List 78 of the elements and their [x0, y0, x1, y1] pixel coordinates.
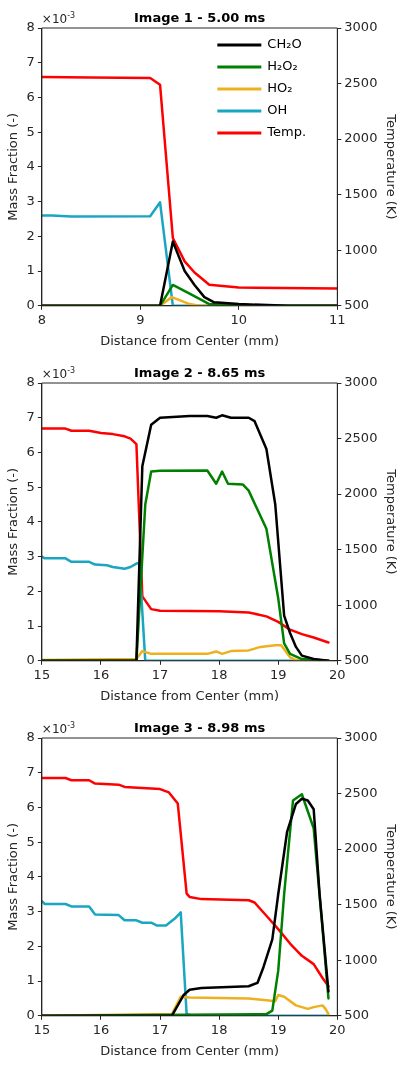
x-tick-label: 8 — [37, 311, 47, 327]
y2-tick-label: 1000 — [344, 951, 378, 967]
y2-axis-title: Temperature (K) — [383, 113, 399, 220]
y2-tick-label: 1500 — [344, 896, 378, 912]
y-tick-label: 1 — [26, 617, 35, 633]
x-tick-label: 18 — [210, 1021, 228, 1037]
x-tick-label: 16 — [92, 1021, 110, 1037]
y-tick-label: 2 — [26, 937, 35, 953]
y-tick-label: 6 — [26, 88, 35, 104]
x-tick-label: 20 — [329, 666, 346, 682]
y-tick-label: 0 — [26, 297, 35, 313]
x-axis-title: Distance from Center (mm) — [100, 687, 279, 703]
y2-tick-label: 1000 — [344, 241, 378, 257]
y2-tick-label: 1000 — [344, 596, 378, 612]
y2-tick-label: 2500 — [344, 429, 378, 445]
x-tick-label: 20 — [329, 1021, 346, 1037]
y2-axis-title: Temperature (K) — [383, 823, 399, 930]
y-tick-label: 3 — [26, 903, 35, 918]
y-axis-title: Mass Fraction (-) — [5, 113, 21, 221]
x-tick-label: 9 — [136, 311, 145, 327]
y2-tick-label: 2000 — [344, 485, 378, 501]
x-axis-title: Distance from Center (mm) — [100, 1042, 279, 1058]
legend-label: OH — [267, 102, 288, 118]
y2-tick-label: 2000 — [344, 130, 378, 146]
chart-title: Image 1 - 5.00 ms — [134, 10, 266, 25]
y-tick-label: 2 — [26, 227, 35, 243]
chart-title: Image 3 - 8.98 ms — [134, 720, 266, 735]
x-tick-label: 19 — [269, 666, 287, 682]
y2-tick-label: 500 — [344, 1007, 370, 1023]
y-tick-label: 5 — [26, 833, 35, 849]
y-tick-label: 0 — [26, 1007, 35, 1023]
y2-tick-label: 2500 — [344, 784, 378, 800]
y-tick-label: 0 — [26, 652, 35, 668]
y2-tick-label: 1500 — [344, 541, 378, 557]
x-tick-label: 19 — [269, 1021, 287, 1037]
x-tick-label: 15 — [33, 666, 51, 682]
y-tick-label: 4 — [26, 868, 35, 884]
y-tick-label: 2 — [26, 582, 35, 598]
y-tick-label: 5 — [26, 123, 35, 139]
y2-axis-title: Temperature (K) — [383, 468, 399, 575]
x-tick-label: 17 — [151, 666, 169, 682]
y-tick-label: 7 — [26, 764, 35, 780]
y-tick-label: 7 — [26, 54, 35, 70]
y-tick-label: 8 — [26, 19, 35, 35]
y-tick-label: 4 — [26, 513, 35, 529]
y-tick-label: 8 — [26, 374, 35, 390]
y-tick-label: 5 — [26, 478, 35, 494]
legend-label: HO₂ — [267, 80, 293, 96]
y-tick-label: 8 — [26, 729, 35, 745]
x-tick-label: 17 — [151, 1021, 169, 1037]
y2-tick-label: 3000 — [344, 374, 378, 390]
legend-label: CH₂O — [267, 36, 302, 52]
y2-tick-label: 2000 — [344, 840, 378, 856]
y2-tick-label: 2500 — [344, 74, 378, 90]
y-tick-label: 3 — [26, 193, 35, 208]
legend-label: Temp. — [266, 124, 307, 140]
x-tick-label: 11 — [329, 311, 346, 327]
y-tick-label: 7 — [26, 409, 35, 425]
y-tick-label: 3 — [26, 548, 35, 563]
y2-tick-label: 1500 — [344, 186, 378, 202]
x-tick-label: 16 — [92, 666, 110, 682]
y-tick-label: 6 — [26, 798, 35, 814]
y-tick-label: 1 — [26, 972, 35, 988]
x-tick-label: 18 — [210, 666, 228, 682]
x-axis-title: Distance from Center (mm) — [100, 332, 279, 348]
y2-tick-label: 3000 — [344, 729, 378, 745]
y2-tick-label: 3000 — [344, 19, 378, 35]
y-axis-title: Mass Fraction (-) — [5, 468, 21, 576]
y2-tick-label: 500 — [344, 652, 370, 668]
chart-title: Image 2 - 8.65 ms — [134, 365, 266, 380]
y-tick-label: 4 — [26, 158, 35, 174]
y2-tick-label: 500 — [344, 297, 370, 313]
legend-label: H₂O₂ — [267, 58, 298, 74]
y-axis-title: Mass Fraction (-) — [5, 823, 21, 931]
x-tick-label: 15 — [33, 1021, 51, 1037]
y-tick-label: 6 — [26, 443, 35, 459]
y-tick-label: 1 — [26, 262, 35, 278]
x-tick-label: 10 — [230, 311, 248, 327]
